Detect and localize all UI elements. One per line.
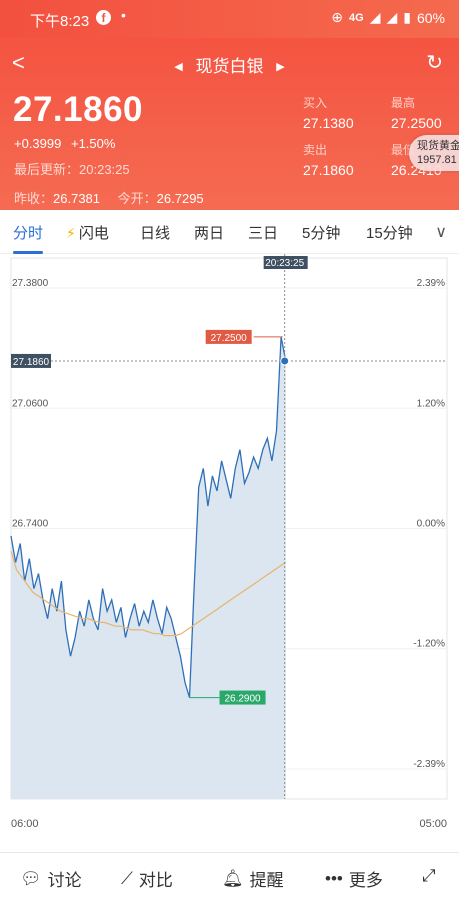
- y-tick-right: -2.39%: [413, 759, 445, 770]
- prev-open-row: 昨收：26.7381 今开：26.7295: [14, 188, 218, 207]
- current-price-tag-bg: [11, 353, 51, 368]
- high-marker-label: 27.2500: [211, 333, 248, 344]
- last-update: 最后更新：20:23:25: [14, 159, 130, 178]
- tab-15min[interactable]: 15分钟: [366, 225, 413, 242]
- more-dots-icon: •••: [325, 868, 343, 888]
- current-price-tag: 27.1860: [13, 357, 50, 368]
- last-update-time: 20:23:25: [79, 162, 130, 177]
- change-percent: +1.50%: [70, 136, 116, 151]
- compare-button[interactable]: ⟋ 对比: [121, 866, 173, 891]
- sell-value: 27.1860: [303, 162, 354, 178]
- time-tag-bg: [263, 256, 308, 269]
- high-value: 27.2500: [391, 115, 442, 131]
- discuss-label: 讨论: [47, 871, 82, 890]
- signal-icon-2: ◢: [386, 9, 398, 25]
- x-end-label: 05:00: [419, 818, 447, 830]
- open-label: 今开：: [117, 191, 157, 206]
- title-switcher: ◀ 现货白银 ▶: [0, 52, 459, 77]
- y-tick-left: 27.0600: [12, 398, 49, 409]
- average-line: [10, 550, 287, 637]
- cursor-time-label: 20:23:25: [265, 258, 304, 269]
- alert-button[interactable]: 🔔︎ 提醒: [222, 866, 284, 891]
- notification-dot-icon: •: [121, 7, 126, 23]
- price-change: +0.3999 +1.50%: [14, 136, 121, 151]
- prev-close-label: 昨收：: [14, 191, 54, 206]
- battery-label: 60%: [416, 9, 445, 26]
- compare-label: 对比: [138, 871, 173, 890]
- sell-label: 卖出: [303, 143, 328, 157]
- tab-flash[interactable]: ⚡ 闪电: [66, 222, 109, 243]
- high-low-column: 最高 27.2500 最低 26.2410: [391, 94, 442, 188]
- crosshair-point: [280, 356, 290, 366]
- status-time: 下午8:23: [30, 13, 90, 30]
- high-tag-bg: [205, 329, 252, 344]
- y-tick-left: 27.3800: [12, 278, 49, 289]
- quote-header: < ◀ 现货白银 ▶ ↻ 27.1860 +0.3999 +1.50% 最后更新…: [0, 38, 459, 210]
- price-area: [11, 336, 286, 799]
- price-line: [10, 336, 287, 698]
- floating-gold-quote[interactable]: 现货黄金 1957.81: [409, 135, 459, 171]
- alert-label: 提醒: [249, 871, 284, 890]
- battery-icon: ▮: [403, 9, 411, 25]
- prev-close-value: 26.7381: [53, 191, 101, 206]
- current-price: 27.1860: [13, 90, 144, 129]
- y-tick-right: 2.39%: [417, 278, 445, 289]
- status-right: ⊕ 4G ◢ ◢ ▮ 60%: [331, 9, 445, 26]
- signal-icon: ◢: [369, 9, 381, 25]
- more-label: 更多: [348, 871, 383, 890]
- tab-three-day[interactable]: 三日: [248, 225, 279, 242]
- y-tick-left: 26.7400: [12, 519, 49, 530]
- bell-icon: 🔔︎: [222, 868, 244, 888]
- y-tick-right: 1.20%: [417, 398, 445, 409]
- x-start-label: 06:00: [11, 818, 39, 830]
- float-name: 现货黄金: [417, 140, 459, 152]
- chevron-down-icon[interactable]: ∨: [435, 224, 447, 241]
- discuss-button[interactable]: 💬︎ 讨论: [20, 866, 82, 891]
- tab-two-day[interactable]: 两日: [194, 225, 225, 242]
- intraday-chart[interactable]: 27.38002.39%27.06001.20%26.74000.00%26.4…: [0, 254, 459, 850]
- compare-chart-icon: ⟋: [121, 868, 133, 888]
- last-update-label: 最后更新：: [14, 162, 80, 177]
- bottom-toolbar: 💬︎ 讨论 ⟋ 对比 🔔︎ 提醒 ••• 更多 ⤢: [0, 852, 459, 900]
- tab-5min[interactable]: 5分钟: [302, 225, 341, 242]
- network-label: 4G: [349, 11, 364, 24]
- change-value: +0.3999: [14, 136, 62, 151]
- next-arrow-icon[interactable]: ▶: [276, 61, 285, 73]
- low-marker-label: 26.2900: [224, 694, 261, 705]
- float-value: 1957.81: [417, 154, 457, 166]
- y-tick-right: 0.00%: [417, 519, 445, 530]
- status-bar: 下午8:23 f • ⊕ 4G ◢ ◢ ▮ 60%: [0, 0, 459, 38]
- page-title: 现货白银: [195, 57, 264, 76]
- buy-label: 买入: [303, 96, 328, 110]
- fullscreen-button[interactable]: ⤢: [422, 866, 436, 886]
- buy-sell-column: 买入 27.1380 卖出 27.1860: [303, 94, 354, 188]
- open-value: 26.7295: [156, 191, 204, 206]
- buy-value: 27.1380: [303, 115, 354, 131]
- back-button[interactable]: <: [12, 50, 25, 75]
- low-tag-bg: [219, 690, 266, 705]
- refresh-icon[interactable]: ↻: [426, 52, 443, 74]
- prev-arrow-icon[interactable]: ◀: [174, 61, 183, 73]
- period-tabs: 分时 ⚡ 闪电 日线 两日 三日 5分钟 15分钟 ∨: [0, 210, 459, 254]
- active-tab-indicator: [13, 251, 43, 254]
- high-label: 最高: [391, 96, 416, 110]
- y-tick-right: -1.20%: [413, 639, 445, 650]
- location-icon: ⊕: [331, 9, 343, 25]
- expand-icon: ⤢: [422, 866, 436, 885]
- more-button[interactable]: ••• 更多: [325, 866, 383, 891]
- tab-flash-label: 闪电: [78, 225, 109, 242]
- lightning-icon: ⚡: [66, 225, 76, 241]
- chart-svg[interactable]: 27.38002.39%27.06001.20%26.74000.00%26.4…: [0, 254, 459, 850]
- chat-icon: 💬︎: [20, 868, 42, 888]
- facebook-icon: f: [96, 10, 111, 25]
- tab-daily[interactable]: 日线: [140, 225, 171, 242]
- tab-intraday[interactable]: 分时: [13, 225, 44, 242]
